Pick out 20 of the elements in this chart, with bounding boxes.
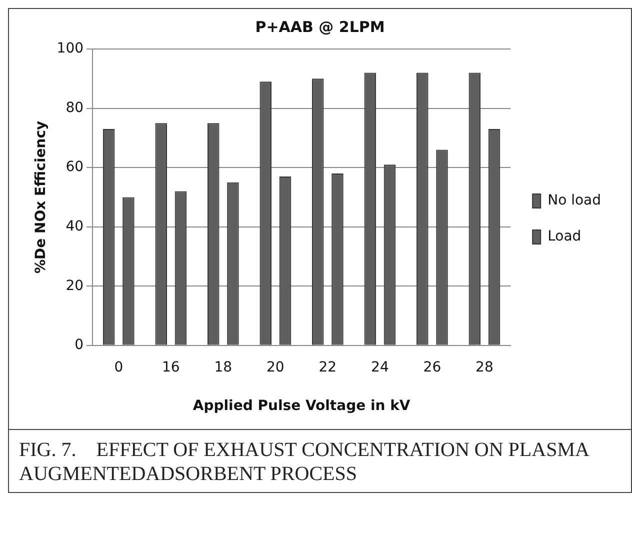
y-tick-label: 100 (56, 40, 84, 57)
y-axis-title: %De NOx Efficiency (33, 120, 50, 274)
x-tick-label: 16 (162, 359, 180, 376)
x-tick-label: 22 (318, 359, 337, 376)
caption: FIG. 7. EFFECT OF EXHAUST CONCENTRATION ON PLASMA AUGMENTEDADSORBENT PROCESS (19, 438, 590, 486)
x-tick-label: 26 (423, 359, 442, 376)
legend-label: Load (548, 228, 582, 245)
x-tick-label: 18 (214, 359, 232, 376)
chart-title: P+AAB @ 2LPM (255, 18, 385, 36)
y-tick-label: 80 (66, 100, 84, 116)
y-tick-label: 20 (66, 278, 84, 294)
y-tick-label: 40 (66, 218, 84, 234)
y-tick-label: 0 (74, 337, 84, 354)
x-tick-label: 28 (476, 359, 494, 376)
x-tick-label: 0 (114, 359, 124, 376)
y-tick-label: 60 (66, 159, 84, 176)
legend-label: No load (548, 192, 602, 209)
x-tick-label: 20 (266, 359, 284, 376)
x-axis-title: Applied Pulse Voltage in kV (192, 398, 410, 414)
x-tick-label: 24 (371, 359, 389, 376)
